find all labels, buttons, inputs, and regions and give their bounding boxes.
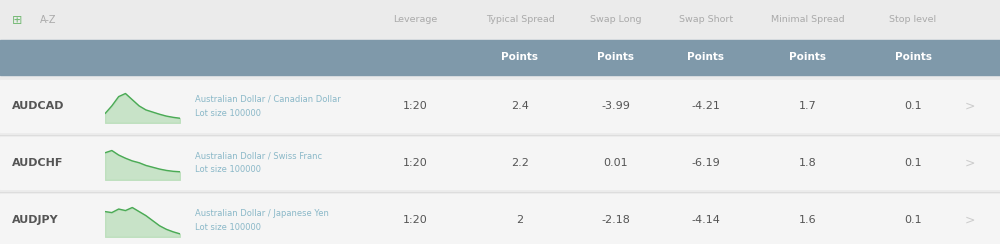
Text: Swap Short: Swap Short <box>679 16 733 24</box>
Text: >: > <box>965 100 975 112</box>
Text: Points: Points <box>598 52 635 62</box>
Text: 1.6: 1.6 <box>799 215 817 225</box>
Text: AUDCHF: AUDCHF <box>12 158 63 168</box>
Text: Stop level: Stop level <box>889 16 937 24</box>
Text: Leverage: Leverage <box>393 16 437 24</box>
Bar <box>0 137 1000 189</box>
Bar <box>0 0 1000 40</box>
Text: 1.7: 1.7 <box>799 101 817 111</box>
Text: -6.19: -6.19 <box>692 158 720 168</box>
Text: Points: Points <box>895 52 932 62</box>
Text: 0.1: 0.1 <box>904 215 922 225</box>
Text: Typical Spread: Typical Spread <box>486 16 554 24</box>
Text: 0.1: 0.1 <box>904 101 922 111</box>
Text: Lot size 100000: Lot size 100000 <box>195 223 261 232</box>
Text: Points: Points <box>790 52 826 62</box>
Text: 1:20: 1:20 <box>403 101 427 111</box>
Text: 2.2: 2.2 <box>511 158 529 168</box>
Text: Swap Long: Swap Long <box>590 16 642 24</box>
Text: Points: Points <box>502 52 538 62</box>
Text: AUDCAD: AUDCAD <box>12 101 64 111</box>
Text: AUDJPY: AUDJPY <box>12 215 59 225</box>
Bar <box>0 194 1000 244</box>
Text: 1.8: 1.8 <box>799 158 817 168</box>
Text: Australian Dollar / Japanese Yen: Australian Dollar / Japanese Yen <box>195 209 329 217</box>
Text: 2.4: 2.4 <box>511 101 529 111</box>
Text: 0.01: 0.01 <box>604 158 628 168</box>
Text: >: > <box>965 156 975 170</box>
Text: -4.14: -4.14 <box>692 215 720 225</box>
Bar <box>0 80 1000 132</box>
Text: 2: 2 <box>516 215 524 225</box>
Text: Australian Dollar / Swiss Franc: Australian Dollar / Swiss Franc <box>195 152 322 161</box>
Text: Australian Dollar / Canadian Dollar: Australian Dollar / Canadian Dollar <box>195 94 341 103</box>
Text: Minimal Spread: Minimal Spread <box>771 16 845 24</box>
Text: Lot size 100000: Lot size 100000 <box>195 109 261 118</box>
Text: 1:20: 1:20 <box>403 158 427 168</box>
Text: 1:20: 1:20 <box>403 215 427 225</box>
Text: -3.99: -3.99 <box>602 101 630 111</box>
Text: >: > <box>965 214 975 226</box>
Text: Lot size 100000: Lot size 100000 <box>195 165 261 174</box>
Text: 0.1: 0.1 <box>904 158 922 168</box>
Text: Points: Points <box>688 52 724 62</box>
Bar <box>0 40 1000 75</box>
Text: -4.21: -4.21 <box>692 101 720 111</box>
Text: A-Z: A-Z <box>40 15 56 25</box>
Text: ⊞: ⊞ <box>12 13 22 27</box>
Text: -2.18: -2.18 <box>602 215 630 225</box>
